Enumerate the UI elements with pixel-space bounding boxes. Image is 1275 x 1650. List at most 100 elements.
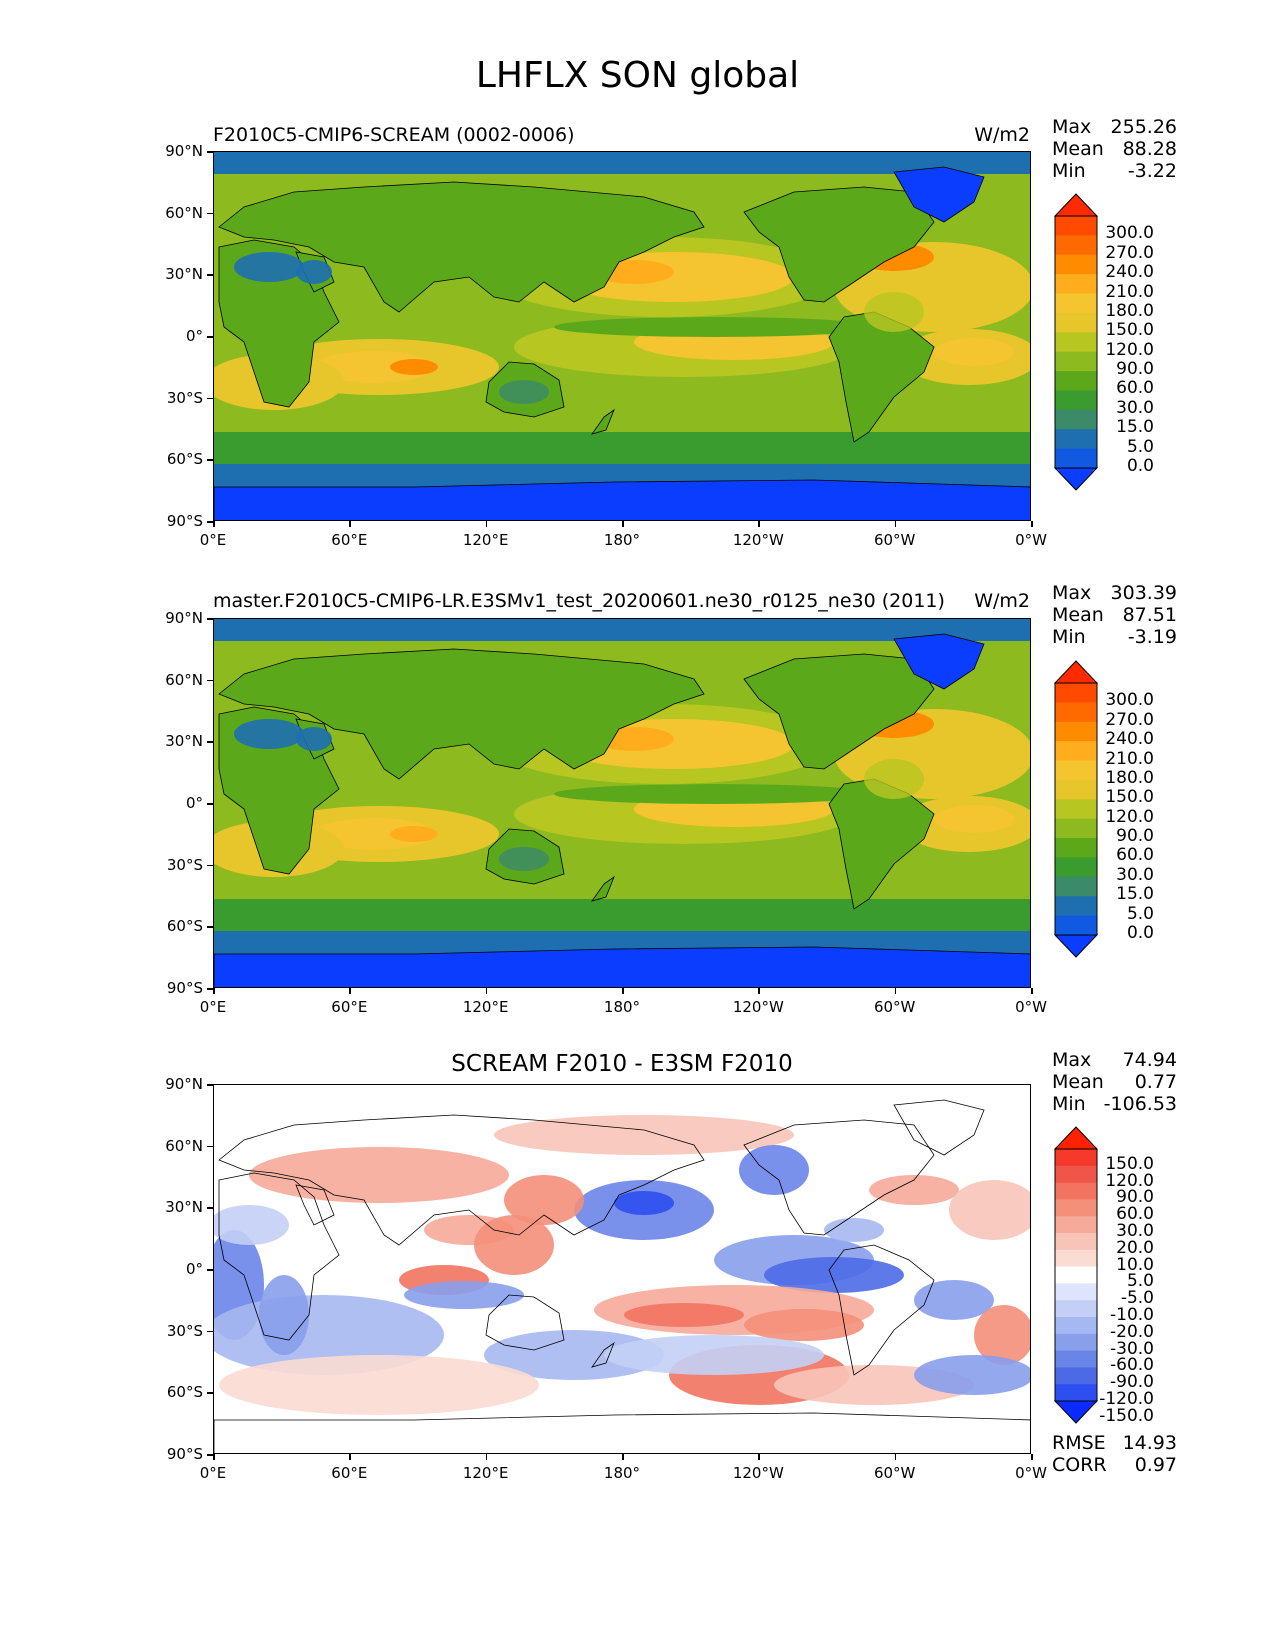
colorbar-segment <box>1055 857 1097 878</box>
colorbar-tick-label: -10.0 <box>1110 1305 1154 1325</box>
stat-mean: 87.51 <box>1122 604 1177 626</box>
colorbar-tick-label: 180.0 <box>1105 300 1154 321</box>
coast-australia <box>485 1294 565 1351</box>
lon-tick-mark <box>485 1454 488 1460</box>
colorbar-segment <box>1055 351 1097 372</box>
lon-tick-label: 60°E <box>331 1464 368 1482</box>
colorbar-segment <box>1055 1266 1097 1284</box>
colorbar-tick-label: 90.0 <box>1116 826 1154 847</box>
coast-north-america <box>743 1119 935 1236</box>
arabia-desert <box>296 260 332 284</box>
sahara <box>234 719 304 749</box>
lon-tick-label: 0°E <box>199 998 227 1016</box>
lon-tick-mark <box>349 1454 351 1460</box>
lat-tick-mark <box>207 212 213 215</box>
colorbar-segment <box>1055 235 1097 256</box>
lon-tick-label: 60°W <box>873 1464 916 1482</box>
colorbar-tick-label: 300.0 <box>1105 690 1154 711</box>
colorbar-tick-label: 60.0 <box>1116 1204 1154 1225</box>
arabia-desert <box>296 727 332 751</box>
lat-tick-label: 90°N <box>165 1075 203 1093</box>
stat-max-label: Max <box>1052 116 1092 138</box>
colorbar-tick-label: 120.0 <box>1105 1170 1154 1191</box>
lat-tick-mark <box>207 336 213 338</box>
colorbar-segment <box>1055 1165 1097 1184</box>
land-north-america <box>743 186 935 303</box>
coast-antarctica <box>214 1412 1030 1453</box>
lon-tick-mark <box>213 1454 215 1460</box>
colorbar-segment <box>1055 702 1097 723</box>
coast-south-america <box>828 1244 935 1376</box>
diff-blob <box>249 1147 509 1203</box>
coastlines <box>214 1099 1030 1453</box>
colorbar-tick-label: 270.0 <box>1105 709 1154 730</box>
lon-tick-label: 120°E <box>462 531 509 549</box>
colorbar-tick-label: 240.0 <box>1105 729 1154 750</box>
colorbar-tick-label: 120.0 <box>1105 806 1154 827</box>
lat-tick-mark <box>207 274 213 276</box>
diff-blob <box>259 1275 309 1355</box>
colorbar-svg <box>1054 660 1098 958</box>
colorbar-segment <box>1055 1199 1097 1217</box>
lon-tick-label: 120°W <box>732 998 784 1016</box>
lat-tick-label: 60°S <box>166 450 203 469</box>
land-masses <box>214 633 1030 987</box>
diff-blob <box>404 1281 524 1309</box>
lon-tick-label: 120°E <box>462 1464 509 1482</box>
colorbar-tick-label: -60.0 <box>1110 1355 1154 1376</box>
diff-field <box>214 1085 1030 1453</box>
land-north-america <box>743 653 935 770</box>
colorbar-tick-label: 150.0 <box>1105 320 1154 341</box>
stat-mean-label: Mean <box>1052 1071 1104 1093</box>
colorbar-tick-label: -150.0 <box>1099 1405 1154 1426</box>
colorbar-extend-min <box>1054 934 1098 958</box>
coast-europe-asia <box>218 1114 705 1246</box>
lon-tick-mark <box>758 1454 760 1460</box>
lon-tick-mark <box>894 1454 897 1460</box>
lon-tick-mark <box>622 988 624 994</box>
lat-tick-label: 60°N <box>165 203 203 222</box>
lon-tick-label: 120°W <box>732 531 784 549</box>
stat-mean: 0.77 <box>1134 1071 1177 1093</box>
colorbar-segment <box>1055 274 1097 295</box>
lon-tick-label: 120°E <box>462 998 509 1016</box>
panel-2-units: W/m2 <box>974 590 1030 612</box>
colorbar-segment <box>1055 1149 1097 1167</box>
coast-arabia <box>295 1184 335 1226</box>
lat-tick-mark <box>207 1392 213 1394</box>
colorbar-tick-label: 5.0 <box>1126 903 1154 924</box>
colorbar-tick-label: 90.0 <box>1116 359 1154 380</box>
diff-blob <box>824 1218 884 1242</box>
lon-tick-label: 0°W <box>1015 998 1047 1016</box>
colorbar-extend-min <box>1054 1400 1098 1424</box>
map-svg <box>214 1085 1030 1453</box>
colorbar-segment <box>1055 332 1097 353</box>
colorbar-segment <box>1055 1216 1097 1234</box>
diff-blob <box>604 1335 824 1375</box>
panel-3-scores: RMSE 14.93 CORR 0.97 <box>1052 1432 1177 1476</box>
lat-tick-mark <box>207 988 213 990</box>
colorbar-segment <box>1055 683 1097 703</box>
stat-max-label: Max <box>1052 582 1092 604</box>
colorbar-svg <box>1054 1126 1098 1424</box>
lat-tick-mark <box>207 618 213 620</box>
panel-2-title: master.F2010C5-CMIP6-LR.E3SMv1_test_2020… <box>213 590 945 612</box>
lon-tick-mark <box>213 988 215 994</box>
stat-mean-label: Mean <box>1052 138 1104 160</box>
lon-tick-mark <box>1031 521 1033 527</box>
lat-tick-mark <box>207 1145 213 1148</box>
colorbar-tick-label: 10.0 <box>1116 1254 1154 1275</box>
stat-max: 303.39 <box>1110 582 1177 604</box>
colorbar-tick-label: -20.0 <box>1110 1321 1154 1342</box>
lon-tick-label: 0°W <box>1015 1464 1047 1482</box>
land-antarctica <box>214 946 1030 987</box>
lat-tick-label: 60°N <box>165 1136 203 1155</box>
stat-min-label: Min <box>1052 626 1086 648</box>
colorbar-tick-label: 210.0 <box>1105 748 1154 769</box>
sa-high-core <box>934 805 1014 833</box>
panel-1-stats: Max 255.26 Mean 88.28 Min -3.22 <box>1052 116 1177 182</box>
colorbar-tick-label: -5.0 <box>1120 1288 1154 1309</box>
colorbar-segment <box>1055 896 1097 917</box>
stat-min: -106.53 <box>1103 1093 1177 1115</box>
lat-tick-label: 60°S <box>166 1383 203 1402</box>
